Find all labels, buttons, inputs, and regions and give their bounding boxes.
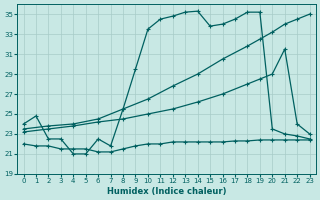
X-axis label: Humidex (Indice chaleur): Humidex (Indice chaleur) [107, 187, 226, 196]
